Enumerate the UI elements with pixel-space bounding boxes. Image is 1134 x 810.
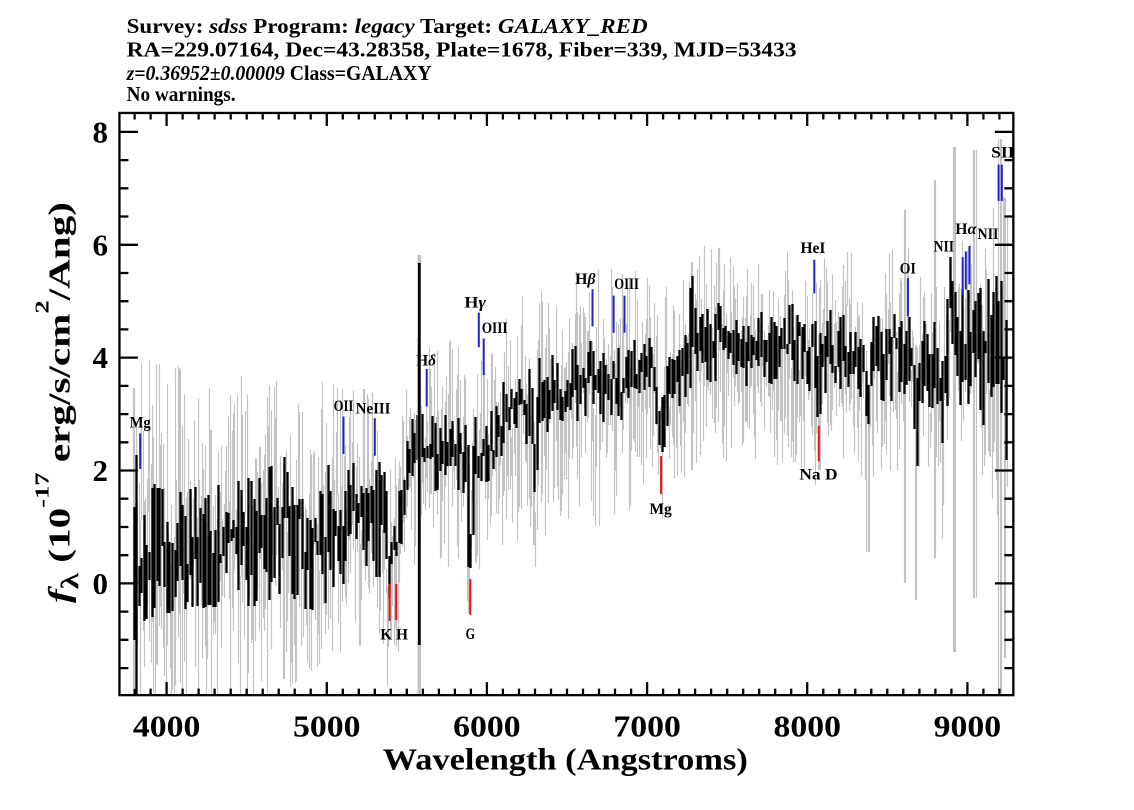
svg-text:Mg: Mg — [130, 415, 151, 432]
svg-text:0: 0 — [93, 566, 109, 601]
svg-text:Mg: Mg — [649, 501, 671, 518]
svg-text:RA=229.07164, Dec=43.28358, Pl: RA=229.07164, Dec=43.28358, Plate=1678, … — [127, 38, 797, 62]
svg-text:8: 8 — [93, 115, 109, 150]
svg-text:8000: 8000 — [774, 709, 842, 744]
svg-text:6000: 6000 — [453, 709, 521, 744]
svg-text:OIII: OIII — [482, 320, 508, 337]
svg-text:7000: 7000 — [613, 709, 681, 744]
svg-text:NII: NII — [978, 226, 999, 243]
svg-text:fλ (10-17 erg/s/cm2/Ang): fλ (10-17 erg/s/cm2/Ang) — [32, 202, 85, 603]
svg-text:OI: OI — [900, 261, 916, 278]
svg-text:NeIII: NeIII — [356, 401, 391, 418]
svg-text:9000: 9000 — [934, 709, 1002, 744]
svg-text:Hα: Hα — [955, 221, 977, 238]
svg-text:K H: K H — [380, 627, 408, 644]
svg-text:Survey: sdss Program: legacy T: Survey: sdss Program: legacy Target: GAL… — [127, 14, 648, 38]
svg-text:4: 4 — [93, 340, 109, 375]
svg-text:G: G — [466, 626, 476, 643]
svg-text:HeI: HeI — [801, 240, 826, 257]
svg-text:NII: NII — [934, 239, 954, 256]
svg-text:OIII: OIII — [614, 276, 639, 293]
svg-text:2: 2 — [93, 453, 109, 488]
svg-text:z=0.36952±0.00009 Class=GALAXY: z=0.36952±0.00009 Class=GALAXY — [126, 61, 432, 85]
svg-text:SII: SII — [991, 145, 1015, 162]
svg-text:6: 6 — [93, 227, 109, 262]
svg-text:Hδ: Hδ — [416, 353, 436, 370]
svg-text:4000: 4000 — [133, 709, 201, 744]
svg-text:Na D: Na D — [799, 467, 837, 484]
svg-text:No warnings.: No warnings. — [127, 82, 236, 106]
svg-text:5000: 5000 — [293, 709, 361, 744]
svg-text:Wavelength (Angstroms): Wavelength (Angstroms) — [383, 741, 748, 776]
svg-text:Hγ: Hγ — [464, 295, 486, 312]
svg-text:Hβ: Hβ — [575, 271, 596, 288]
svg-text:OII: OII — [334, 398, 354, 415]
